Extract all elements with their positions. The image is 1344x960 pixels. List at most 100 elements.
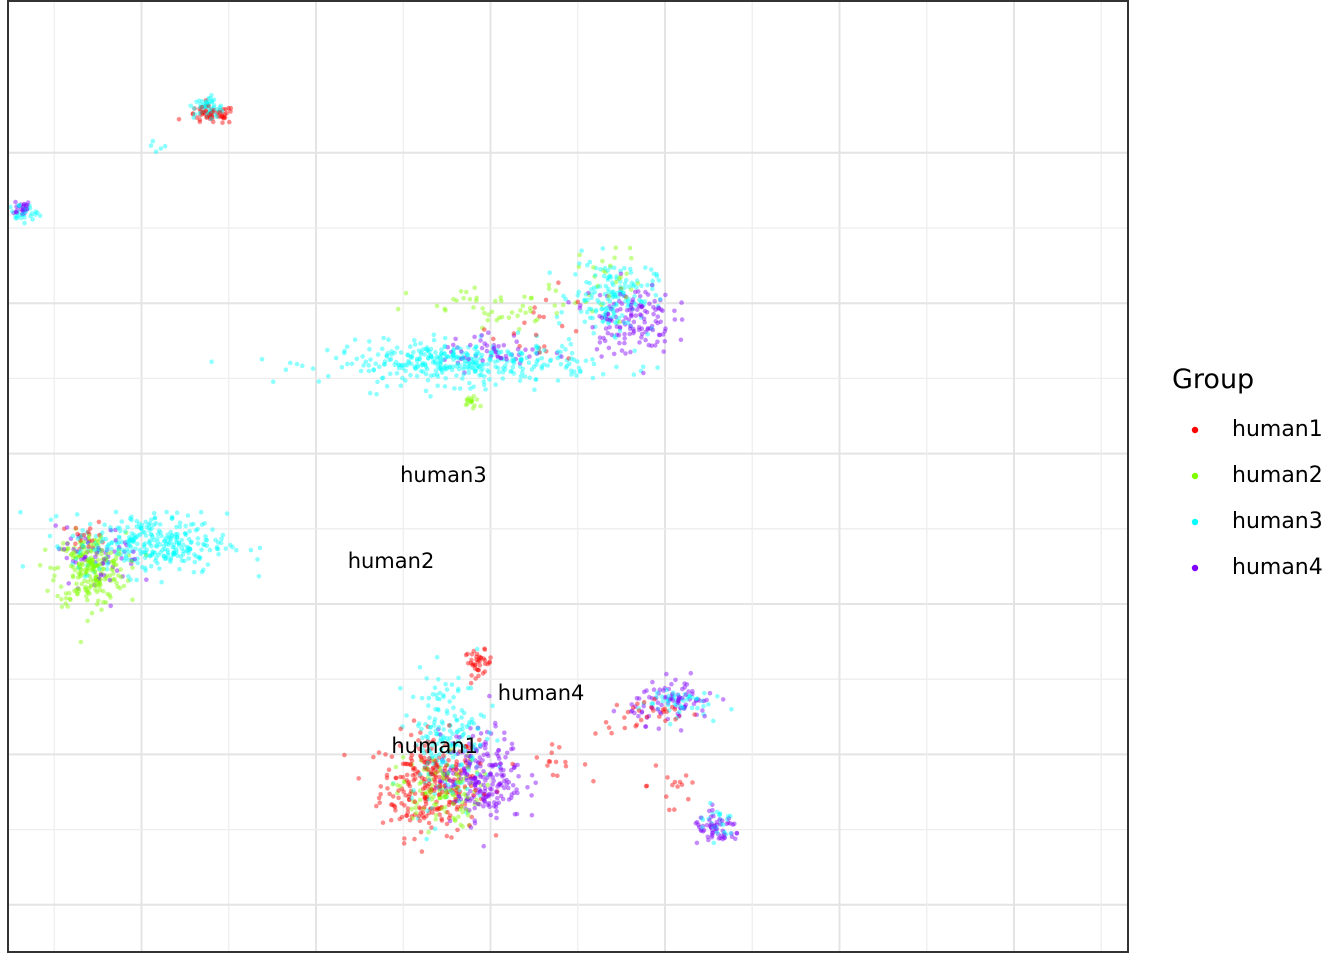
data-point-human3 [478,333,484,339]
data-point-human2 [437,795,443,801]
data-point-human1 [437,779,443,785]
data-point-human2 [441,785,447,790]
data-point-human3 [485,362,491,367]
data-point-human4 [637,312,643,317]
data-point-human3 [157,566,162,571]
data-point-human2 [586,292,592,298]
data-point-human3 [451,347,456,353]
data-point-human3 [426,796,431,802]
data-point-human4 [637,340,642,345]
data-point-human2 [97,562,103,567]
data-point-human4 [599,354,604,359]
data-point-human1 [404,813,409,818]
data-point-human3 [654,271,659,277]
data-point-human4 [693,698,699,704]
data-point-human3 [480,366,485,372]
data-point-human4 [453,766,459,772]
data-point-human2 [113,556,119,562]
data-point-human3 [600,306,605,312]
data-point-human3 [471,721,477,726]
data-point-human1 [457,772,462,778]
data-point-human3 [171,542,176,547]
data-point-human3 [199,522,205,527]
data-point-human3 [619,313,625,318]
data-point-human3 [176,541,182,546]
data-point-human2 [450,764,456,770]
data-point-human4 [636,289,641,294]
data-point-human1 [464,744,469,749]
data-point-human2 [478,403,483,409]
data-point-human1 [534,755,540,760]
data-point-human2 [91,565,97,570]
data-point-human3 [472,745,477,751]
data-point-human2 [455,785,460,791]
data-point-human2 [546,282,552,288]
data-point-human3 [728,813,733,819]
data-point-human3 [679,696,684,701]
data-point-human3 [686,694,691,700]
data-point-human1 [416,738,421,743]
data-point-human4 [638,304,644,310]
data-point-human4 [478,774,483,779]
data-point-human3 [626,296,631,302]
data-point-human3 [172,534,178,539]
data-point-human4 [466,765,472,770]
data-point-human2 [515,313,520,319]
data-point-human1 [219,111,225,117]
data-point-human3 [443,682,448,687]
data-point-human3 [645,282,650,288]
data-point-human3 [192,111,197,117]
data-point-human1 [206,103,211,108]
data-point-human1 [447,799,452,805]
data-point-human2 [466,395,472,401]
data-point-human3 [442,343,448,349]
data-point-human3 [385,351,391,356]
data-point-human3 [223,546,229,551]
data-point-human4 [700,823,706,829]
data-point-human1 [452,799,458,805]
data-point-human3 [612,294,618,299]
data-point-human3 [681,706,687,711]
data-point-human4 [707,808,712,814]
data-point-human3 [397,362,402,368]
data-point-human4 [653,318,659,324]
data-point-human3 [630,283,636,289]
data-point-human3 [728,831,734,836]
data-point-human4 [500,774,505,779]
data-point-human4 [653,307,658,313]
data-point-human4 [504,750,510,756]
data-point-human4 [491,345,497,351]
data-point-human3 [218,107,224,113]
data-point-human4 [454,734,459,739]
data-point-human3 [463,350,469,356]
data-point-human3 [508,352,514,358]
data-point-human4 [466,763,472,768]
data-point-human4 [22,202,27,207]
data-point-human1 [89,538,95,544]
data-point-human1 [451,767,456,773]
data-point-human3 [106,542,111,547]
data-point-human3 [16,203,21,209]
data-point-human3 [169,533,174,539]
data-point-human4 [712,824,718,830]
data-point-human4 [501,772,507,778]
data-point-human2 [71,555,76,560]
data-point-human1 [557,745,562,750]
data-point-human1 [85,529,91,535]
data-point-human3 [465,685,471,691]
data-point-human1 [440,789,445,794]
data-point-human2 [523,310,528,316]
data-point-human1 [217,107,223,113]
data-point-human4 [710,830,716,835]
data-point-human2 [465,813,471,818]
data-point-human3 [118,528,123,534]
data-point-human4 [490,764,495,769]
data-point-human4 [494,790,500,795]
data-point-human4 [493,349,498,354]
data-point-human3 [700,698,705,704]
data-point-human4 [478,731,484,736]
data-point-human3 [451,353,456,358]
data-point-human4 [494,808,499,814]
data-point-human4 [24,207,30,212]
data-point-human3 [568,368,574,374]
